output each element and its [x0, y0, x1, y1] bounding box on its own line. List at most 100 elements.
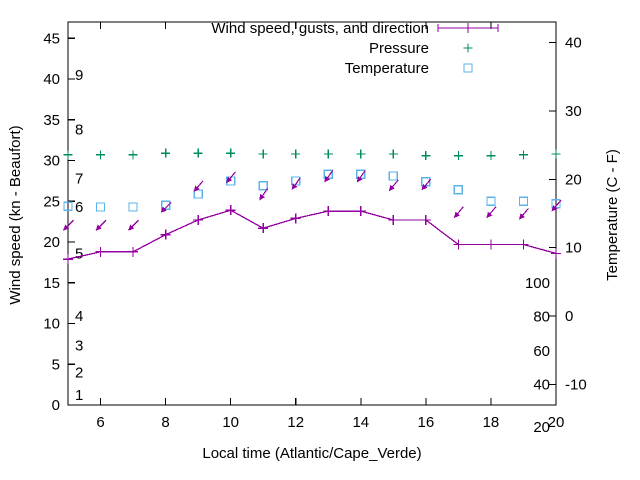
y2-tick-label: 10 — [565, 240, 582, 257]
square-marker — [463, 63, 473, 73]
y2-tick-label: 0 — [565, 308, 573, 325]
y-tick-label: 35 — [43, 112, 60, 129]
wind-direction-arrow — [551, 199, 562, 212]
plus-marker — [161, 148, 171, 158]
x-tick-label: 16 — [418, 414, 435, 431]
beaufort-label: 5 — [75, 245, 83, 262]
beaufort-label: 2 — [75, 364, 83, 381]
temperature-square-key — [463, 63, 473, 73]
square-marker — [258, 181, 268, 191]
beaufort-label: 6 — [75, 199, 83, 216]
plus-marker — [463, 43, 473, 53]
y-tick-label: 25 — [43, 193, 60, 210]
y-tick-label: 45 — [43, 30, 60, 47]
y2-tick-label: 40 — [565, 35, 582, 52]
plus-marker — [453, 239, 464, 250]
plus-marker — [355, 206, 366, 217]
plus-marker — [421, 151, 431, 161]
plus-marker — [193, 215, 204, 226]
plus-marker — [356, 149, 366, 159]
wind-direction-arrow — [356, 170, 366, 183]
fahrenheit-label: 60 — [533, 343, 550, 360]
wind-direction-arrow — [160, 201, 172, 213]
wind-line-key — [437, 23, 499, 33]
plus-marker — [63, 150, 73, 160]
plus-marker — [193, 148, 203, 158]
plus-marker — [95, 246, 106, 257]
plus-marker — [258, 149, 268, 159]
plus-marker — [291, 149, 301, 159]
x-tick-label: 18 — [483, 414, 500, 431]
fahrenheit-scale-labels: 20 40 60 80 100 — [525, 275, 550, 436]
beaufort-label: 1 — [75, 387, 83, 404]
plus-marker — [453, 151, 463, 161]
fahrenheit-label: 40 — [533, 376, 550, 393]
fahrenheit-label: 100 — [525, 275, 550, 292]
y-tick-label: 10 — [43, 316, 60, 333]
plus-marker — [226, 148, 236, 158]
beaufort-label: 7 — [75, 170, 83, 187]
wind-direction-arrow — [453, 206, 464, 219]
legend-label-3: Temperature — [345, 60, 429, 77]
square-marker — [128, 202, 138, 212]
series-1 — [63, 205, 561, 265]
plus-marker — [63, 254, 73, 265]
x-tick-label: 10 — [222, 414, 239, 431]
x-axis-ticks: 6 8 10 12 14 16 18 20 — [96, 22, 564, 431]
x-tick-label: 20 — [548, 414, 565, 431]
y-axis-title: Wind speed (kn - Beaufort) — [7, 125, 24, 304]
y2-tick-label: 20 — [565, 171, 582, 188]
wind-direction-arrow — [388, 179, 399, 192]
wind-direction-arrow — [259, 188, 269, 201]
plus-marker — [128, 150, 138, 160]
y2-tick-label: 30 — [565, 103, 582, 120]
plus-marker — [486, 151, 496, 161]
plus-marker — [420, 215, 431, 226]
wind-direction-arrow — [193, 180, 204, 192]
plus-marker — [290, 213, 301, 224]
series-2 — [63, 148, 561, 161]
x-tick-label: 14 — [352, 414, 369, 431]
y-tick-label: 0 — [52, 397, 60, 414]
square-marker — [95, 202, 106, 212]
square-marker — [63, 201, 73, 211]
wind-direction-arrow — [518, 208, 529, 220]
wind-direction-arrow — [421, 178, 432, 191]
y2-axis-title: Temperature (C - F) — [604, 149, 621, 281]
fahrenheit-label: 80 — [533, 308, 550, 325]
series-3 — [63, 169, 561, 212]
legend-label-1: Wind speed, gusts, and direction — [211, 20, 429, 37]
plus-marker — [323, 206, 334, 217]
wind-direction-arrows — [63, 170, 562, 231]
y-tick-label: 30 — [43, 153, 60, 170]
y2-tick-label: -10 — [565, 376, 587, 393]
fahrenheit-label: 20 — [533, 419, 550, 436]
beaufort-label: 3 — [75, 338, 83, 355]
x-tick-label: 6 — [96, 414, 104, 431]
legend-label-2: Pressure — [369, 40, 429, 57]
y-tick-label: 15 — [43, 275, 60, 292]
legend: Wind speed, gusts, and direction Pressure… — [211, 20, 499, 77]
data-series-group — [63, 148, 561, 265]
plus-marker — [388, 149, 398, 159]
plus-marker — [96, 150, 106, 160]
plus-marker — [485, 239, 496, 250]
x-tick-label: 8 — [161, 414, 169, 431]
wind-direction-arrow — [226, 171, 237, 184]
square-marker — [388, 171, 398, 181]
plus-marker — [225, 205, 236, 216]
wind-direction-arrow — [95, 219, 107, 231]
y-tick-label: 40 — [43, 71, 60, 88]
wind-direction-arrow — [486, 206, 497, 219]
plus-marker — [128, 246, 139, 257]
plus-marker — [160, 229, 171, 240]
square-marker — [453, 185, 464, 195]
wind-direction-arrow — [63, 219, 74, 231]
y-tick-label: 5 — [52, 356, 60, 373]
beaufort-label: 8 — [75, 122, 83, 139]
wind-direction-arrow — [324, 170, 334, 183]
plus-marker — [388, 215, 399, 226]
